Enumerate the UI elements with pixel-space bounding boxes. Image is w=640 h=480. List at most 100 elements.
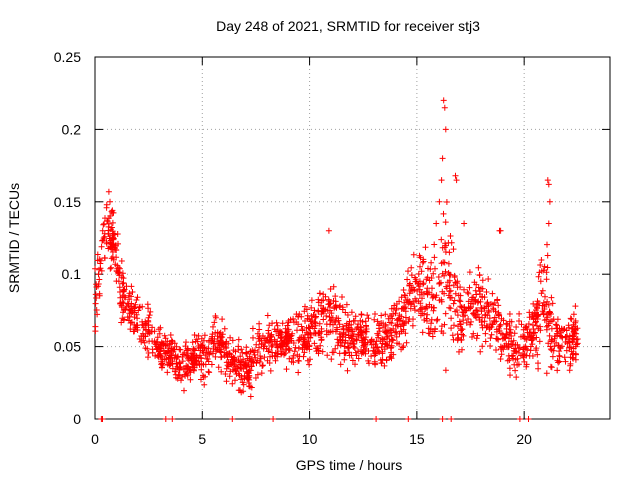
- data-point: [294, 327, 300, 334]
- data-point: [146, 330, 153, 337]
- data-point: [430, 270, 437, 277]
- data-point: [402, 330, 409, 337]
- data-point: [312, 329, 319, 336]
- data-point: [402, 314, 409, 321]
- data-point: [488, 324, 495, 330]
- data-point: [544, 177, 551, 184]
- data-point: [334, 326, 341, 333]
- data-point: [129, 289, 136, 295]
- data-point: [406, 290, 413, 297]
- data-point: [118, 319, 125, 326]
- data-point: [145, 350, 152, 356]
- data-point: [427, 266, 434, 273]
- data-point: [300, 336, 307, 343]
- data-point: [469, 294, 476, 301]
- data-point: [420, 280, 427, 287]
- data-point: [311, 307, 318, 314]
- data-point: [535, 360, 541, 367]
- data-point: [323, 327, 330, 334]
- data-point: [441, 321, 448, 328]
- data-point: [568, 348, 575, 355]
- data-point: [146, 312, 153, 319]
- data-point: [135, 307, 142, 314]
- data-point: [374, 318, 381, 325]
- data-point: [325, 227, 332, 234]
- data-point: [548, 336, 555, 343]
- data-point: [446, 282, 453, 289]
- data-point: [422, 244, 429, 251]
- data-point: [567, 344, 574, 351]
- data-point: [507, 372, 513, 379]
- data-point: [134, 294, 141, 301]
- data-point: [490, 317, 497, 324]
- data-point: [465, 298, 472, 305]
- data-point: [219, 331, 226, 338]
- data-point: [489, 290, 496, 297]
- data-point: [377, 357, 384, 364]
- data-point: [373, 338, 380, 345]
- data-point: [320, 297, 327, 304]
- data-point: [92, 291, 99, 298]
- data-point: [459, 346, 465, 353]
- data-point: [545, 340, 552, 347]
- data-point: [327, 304, 333, 311]
- data-point: [284, 322, 291, 329]
- data-point: [469, 334, 475, 340]
- data-point: [350, 317, 357, 324]
- data-point: [336, 336, 343, 343]
- data-point: [343, 301, 350, 308]
- data-point: [114, 231, 121, 237]
- data-point: [433, 317, 440, 324]
- data-point: [535, 273, 542, 280]
- data-point: [547, 343, 554, 350]
- data-point: [108, 264, 115, 271]
- data-point: [295, 357, 302, 364]
- data-point: [514, 355, 521, 362]
- data-point: [414, 280, 421, 287]
- data-point: [184, 352, 191, 359]
- data-point: [164, 369, 171, 376]
- data-point: [176, 372, 183, 379]
- data-point: [385, 327, 391, 333]
- data-point: [270, 416, 277, 422]
- data-point: [330, 283, 337, 290]
- data-point: [345, 345, 351, 352]
- data-point: [543, 276, 550, 283]
- data-point: [259, 363, 266, 369]
- data-point: [493, 347, 499, 353]
- data-point: [537, 278, 544, 285]
- data-point: [482, 311, 488, 318]
- data-point: [412, 307, 418, 314]
- data-point: [299, 327, 306, 334]
- data-point: [236, 372, 243, 379]
- data-point: [278, 338, 285, 344]
- data-point: [193, 354, 200, 361]
- y-axis-label: SRMTID / TECUs: [6, 183, 22, 293]
- data-point: [513, 324, 520, 330]
- data-point: [298, 313, 305, 320]
- data-point: [109, 232, 116, 239]
- data-point: [167, 355, 174, 362]
- data-point: [223, 378, 230, 385]
- data-point: [182, 372, 189, 379]
- data-point: [461, 286, 467, 293]
- data-point: [495, 311, 502, 318]
- data-point: [549, 317, 555, 324]
- data-point: [111, 244, 118, 251]
- data-point: [538, 290, 545, 297]
- data-point: [308, 313, 315, 320]
- data-point: [196, 352, 203, 359]
- data-point: [416, 286, 423, 293]
- data-point: [544, 264, 551, 271]
- data-point: [264, 312, 271, 319]
- data-point: [433, 220, 440, 227]
- y-tick-label: 0.15: [54, 194, 81, 210]
- data-point: [227, 334, 234, 341]
- data-point: [398, 294, 405, 301]
- x-axis-label: GPS time / hours: [296, 457, 403, 473]
- data-point: [544, 241, 550, 248]
- data-point: [440, 330, 447, 337]
- y-tick-label: 0.25: [54, 49, 81, 65]
- data-point: [353, 337, 360, 344]
- data-point: [350, 341, 357, 348]
